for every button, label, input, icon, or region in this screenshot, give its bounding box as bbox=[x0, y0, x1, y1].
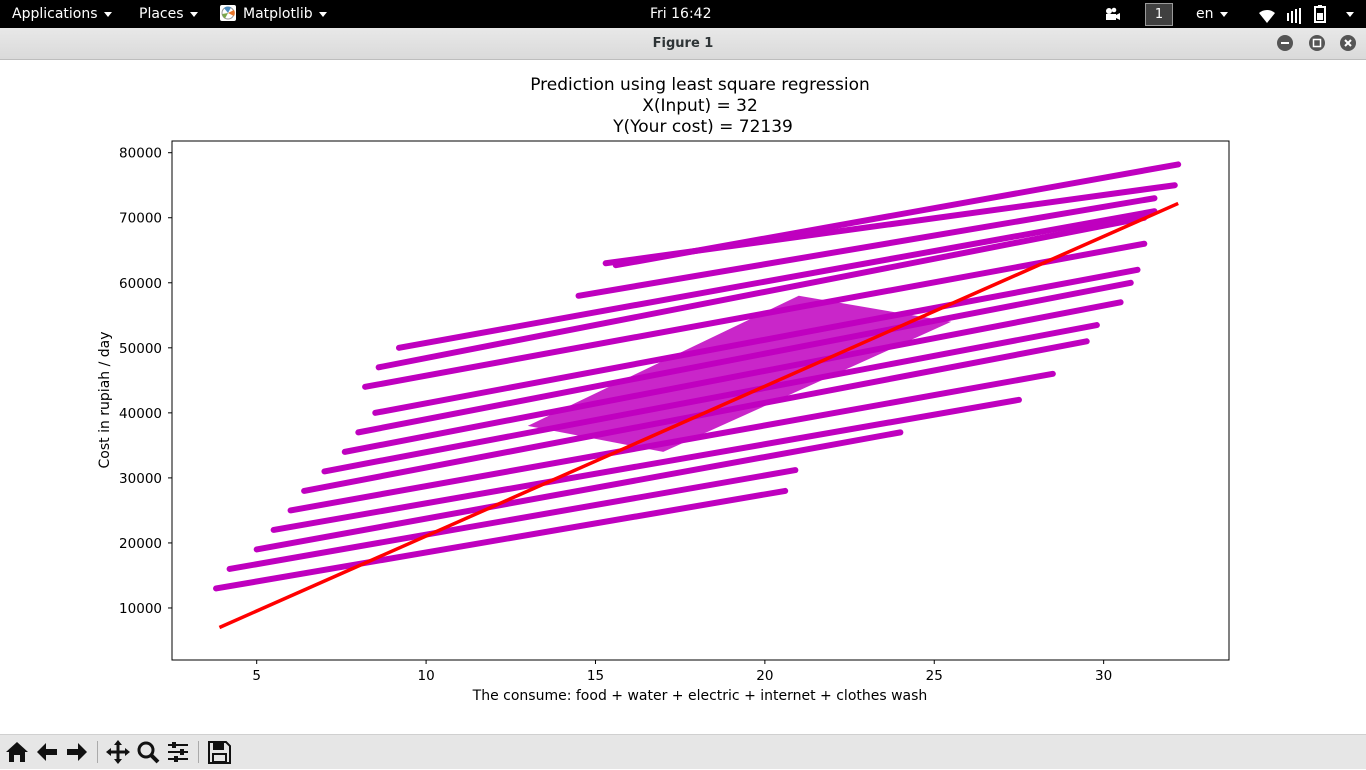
places-menu[interactable]: Places bbox=[139, 0, 198, 28]
pan-icon bbox=[104, 738, 132, 766]
pan-button[interactable] bbox=[104, 738, 132, 766]
chevron-down-icon bbox=[319, 12, 327, 17]
close-button[interactable] bbox=[1340, 35, 1356, 51]
regression-line bbox=[219, 203, 1178, 627]
wifi-icon[interactable] bbox=[1258, 6, 1276, 22]
home-button[interactable] bbox=[3, 738, 31, 766]
home-icon bbox=[3, 738, 31, 766]
system-menu[interactable] bbox=[1340, 0, 1354, 28]
x-tick-label: 20 bbox=[756, 668, 773, 684]
x-tick-label: 30 bbox=[1095, 668, 1112, 684]
places-label: Places bbox=[139, 6, 184, 22]
back-button[interactable] bbox=[33, 738, 61, 766]
minimize-button[interactable] bbox=[1277, 35, 1293, 51]
x-tick-label: 25 bbox=[926, 668, 943, 684]
chevron-down-icon bbox=[190, 12, 198, 17]
toolbar-separator bbox=[198, 741, 199, 763]
y-axis-label: Cost in rupiah / day bbox=[97, 331, 113, 468]
y-tick-label: 50000 bbox=[119, 341, 162, 357]
configure-subplots-button[interactable] bbox=[164, 738, 192, 766]
x-tick-label: 5 bbox=[252, 668, 261, 684]
x-tick-label: 15 bbox=[587, 668, 604, 684]
app-menu-label: Matplotlib bbox=[243, 6, 313, 22]
window-titlebar[interactable]: Figure 1 bbox=[0, 28, 1366, 60]
chart-title-line-3: Y(Your cost) = 72139 bbox=[612, 117, 793, 137]
matplotlib-app-icon bbox=[220, 5, 236, 21]
y-tick-label: 60000 bbox=[119, 276, 162, 292]
chart-title-line-2: X(Input) = 32 bbox=[642, 96, 758, 116]
workspace-indicator[interactable]: 1 bbox=[1145, 3, 1173, 26]
zoom-button[interactable] bbox=[134, 738, 162, 766]
applications-label: Applications bbox=[12, 6, 98, 22]
configure-icon bbox=[164, 738, 192, 766]
applications-menu[interactable]: Applications bbox=[12, 0, 112, 28]
scatter-band-line bbox=[230, 470, 796, 569]
video-camera-icon[interactable] bbox=[1103, 5, 1121, 23]
back-icon bbox=[33, 738, 61, 766]
y-axis: 10000 20000 30000 40000 50000 60000 70000 80000 bbox=[119, 146, 172, 617]
y-tick-label: 70000 bbox=[119, 211, 162, 227]
window-title: Figure 1 bbox=[0, 28, 1366, 59]
top-bar: Applications Places Matplotlib Fri 16:42… bbox=[0, 0, 1366, 28]
y-tick-label: 40000 bbox=[119, 406, 162, 422]
x-tick-label: 10 bbox=[417, 668, 434, 684]
forward-button[interactable] bbox=[63, 738, 91, 766]
language-label: en bbox=[1196, 6, 1214, 22]
figure-canvas[interactable]: Prediction using least square regression… bbox=[0, 60, 1366, 734]
clock[interactable]: Fri 16:42 bbox=[650, 0, 711, 28]
plot-area bbox=[216, 164, 1178, 627]
navigation-toolbar bbox=[0, 734, 1366, 769]
app-menu[interactable]: Matplotlib bbox=[243, 0, 327, 28]
maximize-button[interactable] bbox=[1309, 35, 1325, 51]
forward-icon bbox=[63, 738, 91, 766]
battery-icon[interactable] bbox=[1314, 5, 1338, 23]
zoom-icon bbox=[134, 738, 162, 766]
chevron-down-icon bbox=[1220, 12, 1228, 17]
language-menu[interactable]: en bbox=[1196, 0, 1228, 28]
y-tick-label: 20000 bbox=[119, 536, 162, 552]
chevron-down-icon bbox=[104, 12, 112, 17]
volume-icon[interactable] bbox=[1286, 6, 1302, 22]
y-tick-label: 10000 bbox=[119, 601, 162, 617]
save-icon bbox=[205, 738, 233, 766]
chevron-down-icon bbox=[1346, 12, 1354, 17]
x-axis-label: The consume: food + water + electric + i… bbox=[472, 688, 928, 704]
save-button[interactable] bbox=[205, 738, 233, 766]
toolbar-separator bbox=[97, 741, 98, 763]
scatter-series-band bbox=[230, 470, 796, 569]
y-tick-label: 80000 bbox=[119, 146, 162, 162]
x-axis: 5 10 15 20 25 30 bbox=[252, 660, 1112, 684]
chart-title-line-1: Prediction using least square regression bbox=[530, 75, 870, 95]
y-tick-label: 30000 bbox=[119, 471, 162, 487]
